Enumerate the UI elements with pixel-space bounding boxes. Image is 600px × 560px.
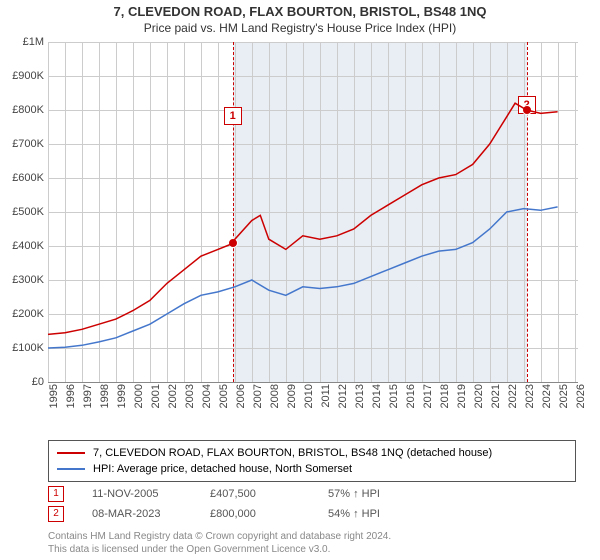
y-axis-label: £900K	[12, 70, 44, 82]
x-axis-label: 2011	[320, 384, 332, 408]
y-axis-label: £0	[32, 376, 44, 388]
x-axis-label: 1996	[65, 384, 77, 408]
event-date: 11-NOV-2005	[92, 488, 182, 500]
y-axis-label: £600K	[12, 172, 44, 184]
x-axis-label: 2022	[507, 384, 519, 408]
x-axis-label: 2018	[439, 384, 451, 408]
x-axis-label: 2017	[422, 384, 434, 408]
legend-item: 7, CLEVEDON ROAD, FLAX BOURTON, BRISTOL,…	[57, 445, 567, 461]
event-date: 08-MAR-2023	[92, 508, 182, 520]
x-axis-label: 2014	[371, 384, 383, 408]
x-axis-label: 2002	[167, 384, 179, 408]
x-axis-label: 2023	[524, 384, 536, 408]
footnote-line-1: Contains HM Land Registry data © Crown c…	[48, 530, 391, 543]
legend: 7, CLEVEDON ROAD, FLAX BOURTON, BRISTOL,…	[48, 440, 576, 482]
x-axis-label: 1998	[99, 384, 111, 408]
event-number-box: 2	[48, 506, 64, 522]
x-axis-label: 2019	[456, 384, 468, 408]
x-axis-label: 1997	[82, 384, 94, 408]
x-axis-label: 2004	[201, 384, 213, 408]
y-axis-label: £800K	[12, 104, 44, 116]
legend-item: HPI: Average price, detached house, Nort…	[57, 461, 567, 477]
footnote: Contains HM Land Registry data © Crown c…	[48, 530, 391, 556]
x-axis-label: 2009	[286, 384, 298, 408]
x-axis-label: 1995	[48, 384, 60, 408]
footnote-line-2: This data is licensed under the Open Gov…	[48, 543, 391, 556]
y-axis-label: £200K	[12, 308, 44, 320]
event-row: 2 08-MAR-2023 £800,000 54% ↑ HPI	[48, 504, 418, 524]
x-axis-label: 2013	[354, 384, 366, 408]
event-price: £407,500	[210, 488, 300, 500]
x-axis-label: 2006	[235, 384, 247, 408]
x-axis-label: 2003	[184, 384, 196, 408]
price-chart: £0£100K£200K£300K£400K£500K£600K£700K£80…	[48, 42, 578, 402]
series-hpi	[48, 207, 558, 348]
legend-label: 7, CLEVEDON ROAD, FLAX BOURTON, BRISTOL,…	[93, 447, 492, 459]
x-axis-label: 2025	[558, 384, 570, 408]
event-pct: 54% ↑ HPI	[328, 508, 418, 520]
x-axis-label: 2020	[473, 384, 485, 408]
page-subtitle: Price paid vs. HM Land Registry's House …	[0, 19, 600, 35]
x-axis-label: 2026	[575, 384, 587, 408]
x-axis-label: 2005	[218, 384, 230, 408]
x-axis-label: 2012	[337, 384, 349, 408]
x-axis-label: 2010	[303, 384, 315, 408]
x-axis-label: 2015	[388, 384, 400, 408]
x-axis-label: 2021	[490, 384, 502, 408]
legend-label: HPI: Average price, detached house, Nort…	[93, 463, 352, 475]
x-axis-label: 2001	[150, 384, 162, 408]
event-pct: 57% ↑ HPI	[328, 488, 418, 500]
series-property	[48, 103, 558, 334]
x-axis-label: 2008	[269, 384, 281, 408]
x-axis-label: 1999	[116, 384, 128, 408]
y-axis-label: £100K	[12, 342, 44, 354]
page-title: 7, CLEVEDON ROAD, FLAX BOURTON, BRISTOL,…	[0, 0, 600, 19]
y-axis-label: £300K	[12, 274, 44, 286]
event-number-box: 1	[48, 486, 64, 502]
x-axis-label: 2024	[541, 384, 553, 408]
events-table: 1 11-NOV-2005 £407,500 57% ↑ HPI 2 08-MAR-202…	[48, 484, 418, 524]
x-axis-label: 2016	[405, 384, 417, 408]
x-axis-label: 2007	[252, 384, 264, 408]
event-price: £800,000	[210, 508, 300, 520]
y-axis-label: £500K	[12, 206, 44, 218]
x-axis-label: 2000	[133, 384, 145, 408]
y-axis-label: £400K	[12, 240, 44, 252]
y-axis-label: £700K	[12, 138, 44, 150]
y-axis-label: £1M	[23, 36, 44, 48]
event-row: 1 11-NOV-2005 £407,500 57% ↑ HPI	[48, 484, 418, 504]
